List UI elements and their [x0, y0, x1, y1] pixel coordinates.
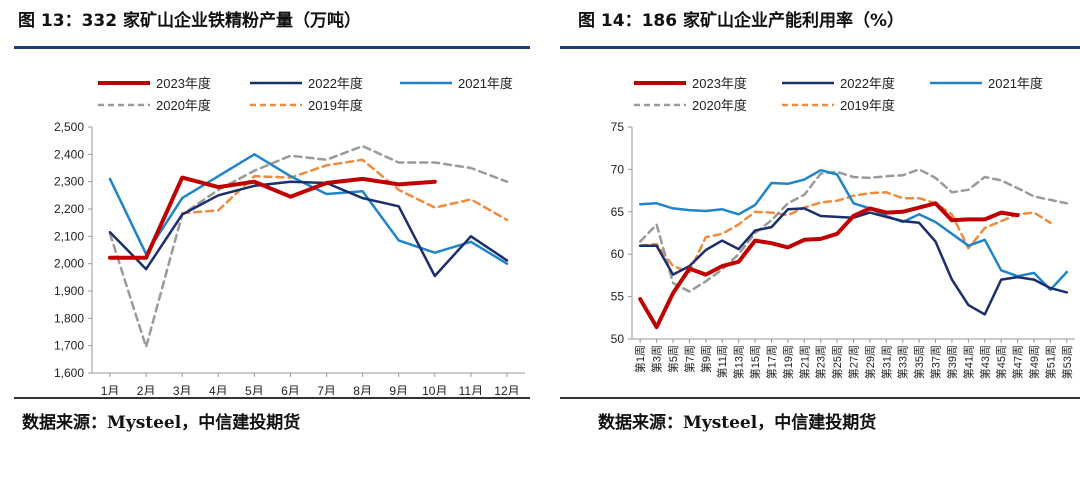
- x-tick-label: 第15周: [748, 345, 762, 379]
- x-tick-label: 第5周: [666, 345, 680, 373]
- y-tick-label: 1,600: [54, 366, 84, 380]
- x-tick-label: 第45周: [994, 345, 1008, 379]
- y-tick-label: 70: [611, 162, 625, 176]
- source-note: 数据来源：Mysteel，中信建投期货: [598, 413, 877, 433]
- legend-label: 2019年度: [308, 98, 363, 113]
- x-tick-label: 第7周: [682, 345, 696, 373]
- title-rule: [560, 46, 1080, 49]
- y-tick-label: 2,400: [54, 147, 84, 161]
- legend-entry: 2020年度: [98, 98, 211, 113]
- x-tick-label: 9月: [389, 384, 408, 395]
- x-tick-label: 第11周: [715, 345, 729, 378]
- x-tick-label: 第23周: [814, 345, 828, 379]
- x-tick-label: 第41周: [961, 345, 975, 379]
- legend-entry: 2022年度: [782, 76, 895, 91]
- y-tick-label: 1,800: [54, 311, 84, 325]
- legend-entry: 2021年度: [400, 76, 513, 91]
- y-tick-label: 2,500: [54, 120, 84, 134]
- y-tick-label: 2,000: [54, 257, 84, 271]
- y-tick-label: 65: [611, 205, 625, 219]
- series-line-2022年度: [638, 207, 1069, 316]
- title-rule: [14, 46, 530, 49]
- x-tick-label: 1月: [101, 384, 120, 395]
- series-line-2020年度: [638, 168, 1069, 293]
- x-tick-label: 第53周: [1060, 345, 1074, 379]
- x-tick-label: 11月: [459, 384, 483, 395]
- source-note: 数据来源：Mysteel，中信建投期货: [22, 413, 301, 433]
- source-rule: [14, 397, 530, 399]
- x-tick-label: 第33周: [896, 345, 910, 379]
- x-tick-label: 4月: [209, 384, 228, 395]
- legend-entry: 2021年度: [930, 76, 1043, 91]
- series-line-2023年度: [108, 175, 437, 260]
- legend-label: 2021年度: [988, 76, 1043, 91]
- x-tick-label: 第27周: [847, 345, 861, 379]
- x-tick-label: 第35周: [912, 345, 926, 379]
- x-tick-label: 6月: [281, 384, 300, 395]
- chart-panel-utilization: 图 14：186 家矿山企业产能利用率（%） 2023年度 2022年度 2021年…: [560, 0, 1080, 479]
- legend-entry: 2023年度: [98, 76, 211, 91]
- x-tick-label: 第25周: [830, 345, 844, 379]
- legend-label: 2019年度: [840, 98, 895, 113]
- series-line-2021年度: [638, 168, 1069, 292]
- legend-label: 2021年度: [458, 76, 513, 91]
- legend-entry: 2019年度: [250, 98, 363, 113]
- x-tick-label: 2月: [137, 384, 156, 395]
- x-tick-label: 7月: [317, 384, 336, 395]
- series-line-2020年度: [108, 144, 509, 349]
- x-tick-label: 第19周: [781, 345, 795, 379]
- x-tick-label: 12月: [494, 384, 519, 395]
- x-tick-label: 第49周: [1027, 345, 1041, 379]
- y-tick-label: 1,700: [54, 339, 84, 353]
- y-tick-label: 2,100: [54, 229, 84, 243]
- x-tick-label: 第47周: [1011, 345, 1025, 379]
- y-tick-label: 2,200: [54, 202, 84, 216]
- x-tick-label: 第39周: [945, 345, 959, 379]
- series-line-2023年度: [638, 201, 1020, 330]
- series-line-2021年度: [108, 153, 509, 265]
- series-line-2022年度: [108, 180, 509, 278]
- legend-entry: 2020年度: [634, 98, 747, 113]
- legend-entry: 2022年度: [250, 76, 363, 91]
- x-tick-label: 3月: [173, 384, 192, 395]
- y-tick-label: 55: [611, 290, 625, 304]
- y-tick-label: 60: [611, 247, 625, 261]
- y-tick-label: 75: [611, 120, 625, 134]
- source-rule: [560, 397, 1080, 399]
- x-tick-label: 第9周: [699, 345, 713, 373]
- legend-entry: 2019年度: [782, 98, 895, 113]
- legend-entry: 2023年度: [634, 76, 747, 91]
- y-tick-label: 1,900: [54, 284, 84, 298]
- legend-label: 2020年度: [692, 98, 747, 113]
- x-tick-label: 第1周: [633, 345, 647, 373]
- x-tick-label: 10月: [422, 384, 447, 395]
- legend-label: 2022年度: [308, 76, 363, 91]
- line-chart-utilization: 2023年度 2022年度 2021年度 2020年度 2019年度 50 55 60 65 70…: [611, 76, 1075, 379]
- x-tick-label: 第21周: [797, 345, 811, 379]
- x-tick-label: 第51周: [1043, 345, 1057, 379]
- legend-label: 2023年度: [692, 76, 747, 91]
- x-tick-label: 第3周: [650, 345, 664, 373]
- x-tick-label: 第37周: [929, 345, 943, 379]
- legend-label: 2020年度: [156, 98, 211, 113]
- x-tick-label: 5月: [245, 384, 264, 395]
- series-line-2019年度: [180, 158, 509, 222]
- figure-title: 图 13：332 家矿山企业铁精粉产量（万吨）: [18, 11, 361, 31]
- x-tick-label: 第13周: [732, 345, 746, 379]
- x-tick-label: 第17周: [764, 345, 778, 379]
- x-tick-label: 第31周: [879, 345, 893, 379]
- x-tick-label: 第29周: [863, 345, 877, 379]
- legend-label: 2022年度: [840, 76, 895, 91]
- x-tick-label: 第43周: [978, 345, 992, 379]
- chart-panel-iron-output: 图 13：332 家矿山企业铁精粉产量（万吨） 2023年度 2022年度 2021…: [14, 11, 530, 433]
- line-chart-iron-output: 2023年度 2022年度 2021年度 2020年度 2019年度 1,600 1,700…: [54, 76, 525, 395]
- y-tick-label: 50: [611, 332, 625, 346]
- series-line-2019年度: [638, 191, 1052, 274]
- figure-title: 图 14：186 家矿山企业产能利用率（%）: [578, 11, 905, 31]
- x-tick-label: 8月: [353, 384, 372, 395]
- legend-label: 2023年度: [156, 76, 211, 91]
- y-tick-label: 2,300: [54, 175, 84, 189]
